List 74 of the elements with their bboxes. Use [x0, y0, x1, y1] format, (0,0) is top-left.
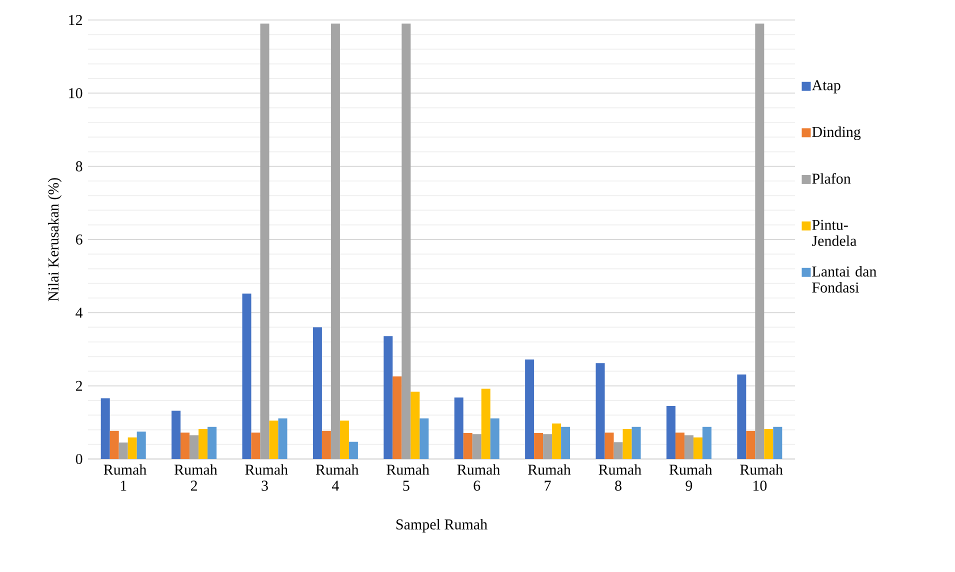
bar: [463, 433, 472, 460]
x-tick-label: Rumah 9: [669, 464, 712, 491]
bar: [561, 426, 570, 460]
bar: [525, 360, 534, 460]
bar: [490, 418, 500, 460]
bar: [110, 430, 119, 460]
bar: [543, 434, 552, 460]
legend-label: Dinding: [812, 126, 861, 140]
x-tick-label: Rumah 3: [245, 464, 288, 491]
bar: [632, 426, 641, 460]
bar: [534, 433, 544, 460]
y-tick-label: 2: [76, 380, 82, 391]
bar: [208, 426, 217, 460]
x-tick-label: Rumah 2: [174, 464, 218, 491]
x-tick-label: Rumah 7: [528, 464, 571, 491]
x-tick-label: Rumah 10: [740, 464, 783, 491]
legend-label: Plafon: [812, 173, 851, 184]
bar: [675, 432, 684, 460]
bar: [251, 432, 260, 460]
bar: [693, 437, 702, 460]
bar: [481, 388, 490, 460]
bar: [392, 376, 402, 460]
y-tick-label: 6: [76, 234, 82, 245]
x-tick-label: Rumah 5: [386, 464, 430, 491]
x-axis-title: Sampel Rumah: [396, 518, 488, 533]
bar: [472, 434, 482, 460]
bar: [755, 24, 764, 460]
x-tick-label: Rumah 6: [457, 464, 500, 491]
bar: [737, 374, 746, 460]
bar: [172, 410, 181, 460]
bar: [552, 424, 562, 460]
bar: [614, 442, 623, 460]
bar: [420, 418, 429, 460]
bar: [410, 392, 420, 460]
bar: [596, 363, 605, 460]
x-tick-label: Rumah 4: [316, 464, 359, 491]
y-tick-label: 8: [76, 161, 82, 172]
y-tick-label: 4: [76, 308, 83, 318]
bar: [278, 418, 288, 460]
y-axis-title: Nilai Kerusakan (%): [48, 178, 62, 302]
y-tick-label: 12: [69, 15, 82, 25]
bar: [136, 432, 146, 460]
bar: [269, 420, 278, 460]
bar: [198, 429, 208, 460]
bar: [312, 327, 322, 460]
y-tick-label: 10: [69, 88, 82, 98]
x-tick-label: Rumah 8: [598, 464, 642, 491]
legend-label: Lantai dan Fondasi: [812, 266, 876, 293]
bar: [180, 432, 190, 460]
bar: [100, 398, 110, 460]
bar: [666, 406, 676, 460]
legend-label: Atap: [812, 80, 840, 94]
bar: [348, 442, 358, 460]
x-tick-label: Rumah 1: [104, 464, 146, 491]
bar: [190, 435, 199, 460]
bar: [684, 435, 694, 460]
bar: [330, 24, 340, 460]
bar: [746, 430, 756, 460]
bar: [764, 429, 774, 460]
bar: [773, 426, 782, 460]
bar: [242, 294, 252, 460]
legend-label: Pintu-Jendela: [812, 220, 857, 246]
bar: [118, 442, 128, 460]
bar: [702, 426, 712, 460]
bar: [322, 430, 331, 460]
bar: [454, 398, 464, 460]
bar: [604, 432, 614, 460]
bar: [622, 429, 632, 460]
bar: [260, 24, 270, 460]
bar: [384, 336, 393, 460]
y-tick-label: 0: [76, 454, 82, 464]
bar: [402, 24, 411, 460]
bar: [340, 420, 349, 460]
bar: [128, 437, 137, 460]
